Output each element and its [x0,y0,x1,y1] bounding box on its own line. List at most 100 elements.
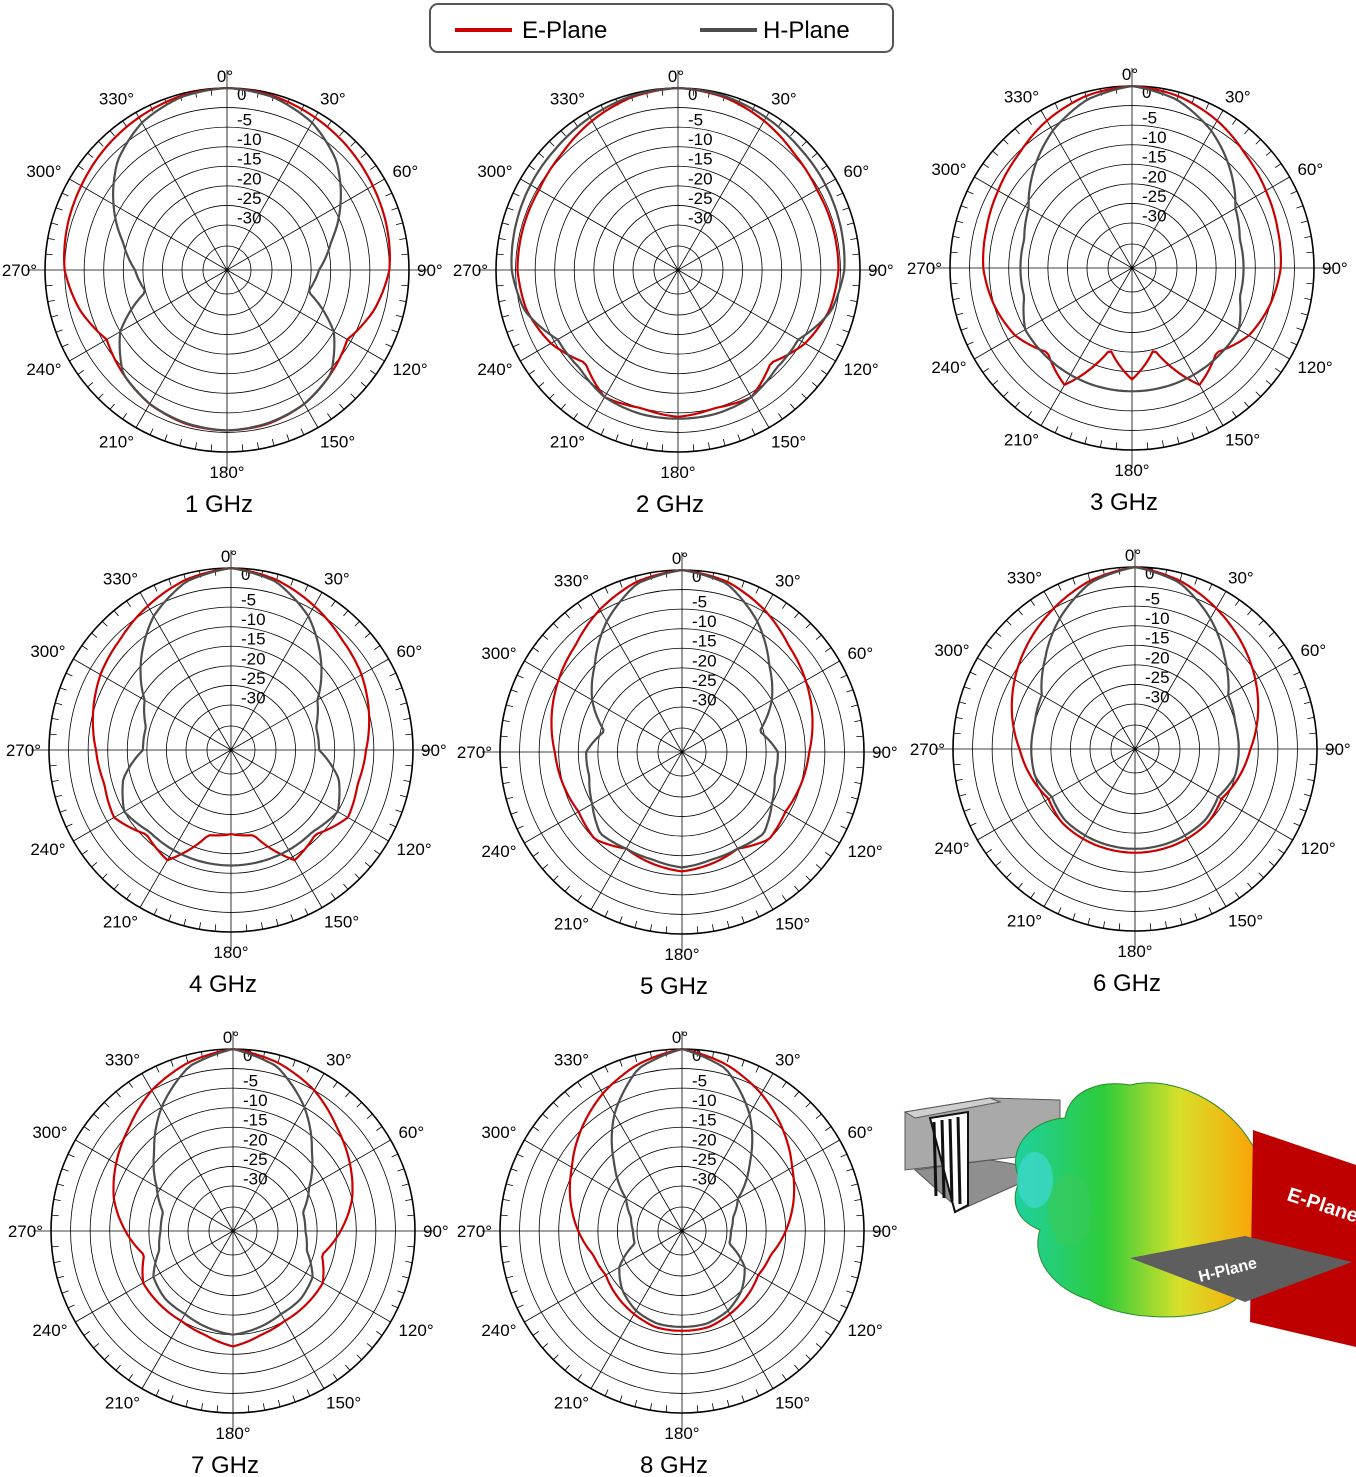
angle-tick [333,1374,338,1381]
radial-tick-label: 0 [1142,83,1151,102]
angle-tick [840,674,848,679]
angle-tick [650,1403,653,1411]
radial-tick-label: -25 [241,669,266,688]
angle-tick [401,1183,409,1187]
angle-tick [57,1275,65,1279]
angle-label: 60° [396,642,422,661]
angle-label: 270° [453,261,488,280]
radial-tick-label: -20 [237,169,262,188]
angle-tick [331,600,336,607]
angle-tick [271,438,275,446]
angle-tick [852,284,860,287]
angle-tick [661,444,664,452]
angle-tick [343,610,349,617]
angle-tick [91,862,98,868]
angle-tick [955,717,963,720]
angle-label: 120° [396,840,431,859]
chart-title: 7 GHz [191,1452,259,1477]
angle-tick [985,644,992,649]
angle-tick [549,141,555,147]
chart-title: 6 GHz [1093,970,1161,997]
angle-tick [1179,917,1183,925]
radial-tick-label: -5 [1142,109,1157,128]
angle-tick [850,1275,858,1279]
angle-tick [168,914,172,922]
angle-tick [55,207,63,211]
angle-tick [1161,440,1164,448]
angle-tick [98,393,104,399]
angle-tick [327,413,332,420]
angle-tick [153,584,158,592]
grid-spoke [524,751,683,844]
radial-tick-label: -20 [688,169,713,188]
angle-tick [726,1055,730,1063]
angle-tick [77,165,84,170]
angle-tick [327,120,332,127]
radial-tick-label: -30 [688,208,713,227]
grid-spoke [73,749,232,842]
grid-spoke [590,751,683,910]
radial-tick-label: -15 [688,150,713,169]
angle-tick [366,1343,373,1349]
angle-tick [1069,432,1073,440]
angle-tick [1290,190,1298,195]
angle-label: 90° [868,261,894,280]
angle-label: 90° [872,1222,898,1241]
angle-tick [516,1304,524,1309]
angle-tick [256,442,259,450]
angle-tick [1149,923,1152,931]
e-plane-curve [982,84,1282,386]
angle-tick [53,1260,61,1263]
grid-spoke [1131,267,1224,426]
legend: E-Plane H-Plane [429,3,894,53]
polar-chart: 0° 30° 60° 90° 120° 150° 180° 210° 240° 270° 300° 3… [457,549,898,1000]
radial-tick-label: -25 [692,671,717,690]
angle-tick [1164,921,1167,929]
angle-tick [1191,432,1195,440]
radial-tick-label: 0 [688,85,697,104]
angle-tick [854,720,862,723]
angle-tick [854,781,862,784]
angle-tick [959,793,967,797]
angle-tick [1235,599,1240,606]
angle-tick [1268,631,1275,637]
angle-tick [395,222,403,226]
h-plane-curve [152,1047,314,1336]
angle-label: 180° [215,1424,250,1443]
angle-tick [953,763,961,766]
angle-tick [51,1245,59,1248]
angle-tick [350,141,356,147]
angle-label: 330° [554,1051,589,1070]
grid-spoke [586,269,679,428]
angle-tick [354,873,360,879]
h-plane-curve [112,86,342,432]
angle-label: 270° [2,261,37,280]
angle-tick [510,811,518,815]
grid-spoke [226,112,319,271]
radial-tick-label: -20 [241,649,266,668]
grid-spoke [232,1139,391,1232]
angle-tick [553,875,559,881]
angle-tick [1205,102,1210,110]
angle-label: 30° [775,572,801,591]
angle-tick [619,580,623,588]
angle-tick [170,1395,174,1403]
angle-tick [1115,442,1118,450]
angle-tick [286,434,290,442]
angle-tick [1087,917,1091,925]
angle-tick [395,809,403,813]
angle-tick [1014,128,1020,135]
angle-tick [634,1055,638,1063]
chart-title: 1 GHz [185,491,253,518]
grid-spoke [681,751,774,910]
radial-tick-label: -5 [692,1072,707,1091]
polar-chart: 0° 30° 60° 90° 120° 150° 180° 210° 240° 270° 300° 3… [8,1028,449,1477]
grid-spoke [1131,110,1224,269]
angle-tick [528,165,535,170]
angle-label: 90° [423,1222,449,1241]
grid-spoke [1131,267,1290,360]
angle-label: 150° [324,912,359,931]
angle-tick [696,926,699,934]
angle-tick [1293,671,1301,676]
angle-tick [1100,440,1103,448]
